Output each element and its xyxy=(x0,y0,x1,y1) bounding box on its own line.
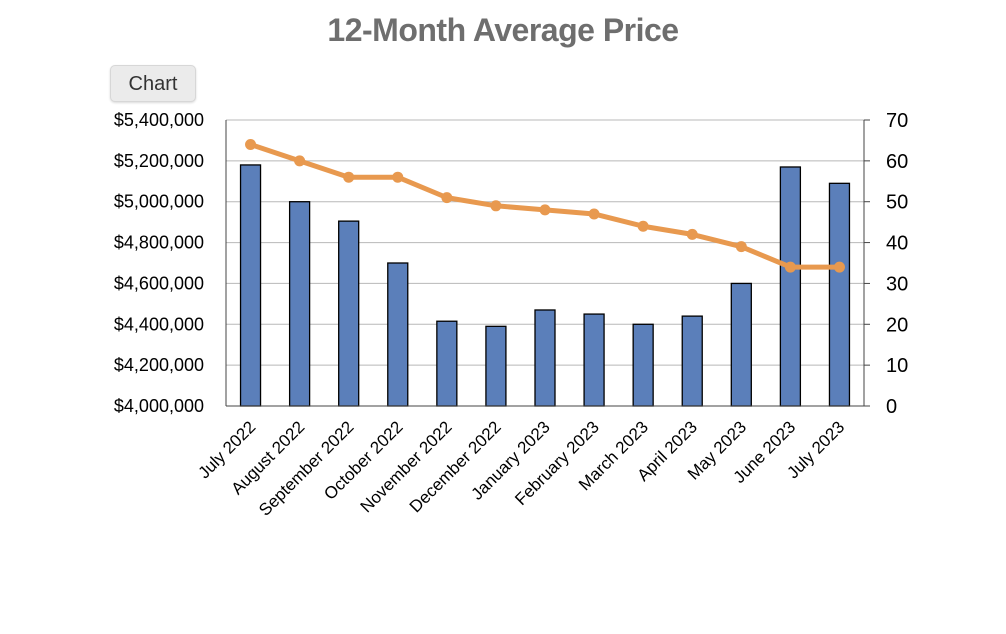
left-axis-tick-label: $4,800,000 xyxy=(114,233,204,253)
right-axis-tick-label: 50 xyxy=(886,192,908,214)
chart-title: 12-Month Average Price xyxy=(327,12,679,48)
bar xyxy=(681,315,703,407)
bar xyxy=(779,166,802,407)
bar xyxy=(288,201,311,407)
line-point xyxy=(539,204,551,216)
bar xyxy=(338,220,360,407)
left-axis-tick-label: $4,600,000 xyxy=(114,273,204,293)
bar xyxy=(632,323,654,407)
right-axis-tick-label: 60 xyxy=(886,151,908,173)
bar xyxy=(583,313,605,407)
right-axis-tick-label: 10 xyxy=(886,355,908,377)
line-point xyxy=(784,261,796,273)
line-point xyxy=(588,208,600,220)
right-axis-tick-label: 70 xyxy=(886,110,908,132)
chart-button[interactable]: Chart xyxy=(110,65,196,102)
line-point xyxy=(441,192,453,204)
gridlines xyxy=(226,119,864,366)
line-point xyxy=(490,200,502,212)
right-axis-tick-label: 0 xyxy=(886,396,897,418)
bar xyxy=(828,182,851,407)
left-axis-tick-labels: $4,000,000 $4,200,000 $4,400,000 $4,600,000… xyxy=(114,110,204,416)
left-axis-tick-label: $4,400,000 xyxy=(114,314,204,334)
line-point xyxy=(637,220,649,232)
axes xyxy=(225,119,870,407)
left-axis-tick-label: $5,400,000 xyxy=(114,110,204,130)
left-axis-tick-label: $4,000,000 xyxy=(114,396,204,416)
bar xyxy=(485,325,507,407)
right-axis-tick-label: 40 xyxy=(886,233,908,255)
right-axis-tick-label: 20 xyxy=(886,314,908,336)
left-axis-tick-label: $5,200,000 xyxy=(114,151,204,171)
bar xyxy=(436,320,458,407)
left-axis-tick-label: $5,000,000 xyxy=(114,192,204,212)
line-point xyxy=(686,228,698,240)
right-axis-tick-labels: 0 10 20 30 40 50 60 70 xyxy=(886,110,908,418)
category-label: February 2023 xyxy=(511,417,603,509)
left-axis-tick-label: $4,200,000 xyxy=(114,355,204,375)
bar xyxy=(534,309,556,407)
line-point xyxy=(245,139,257,151)
line-point xyxy=(735,241,747,253)
line-point xyxy=(343,171,355,183)
bar xyxy=(239,164,262,407)
line-point xyxy=(392,171,404,183)
bar xyxy=(387,262,409,407)
line-point xyxy=(833,261,845,273)
line-series xyxy=(245,139,845,273)
line-point xyxy=(294,155,306,167)
bar xyxy=(730,282,752,407)
bar-series xyxy=(239,164,851,407)
right-axis-tick-label: 30 xyxy=(886,273,908,295)
